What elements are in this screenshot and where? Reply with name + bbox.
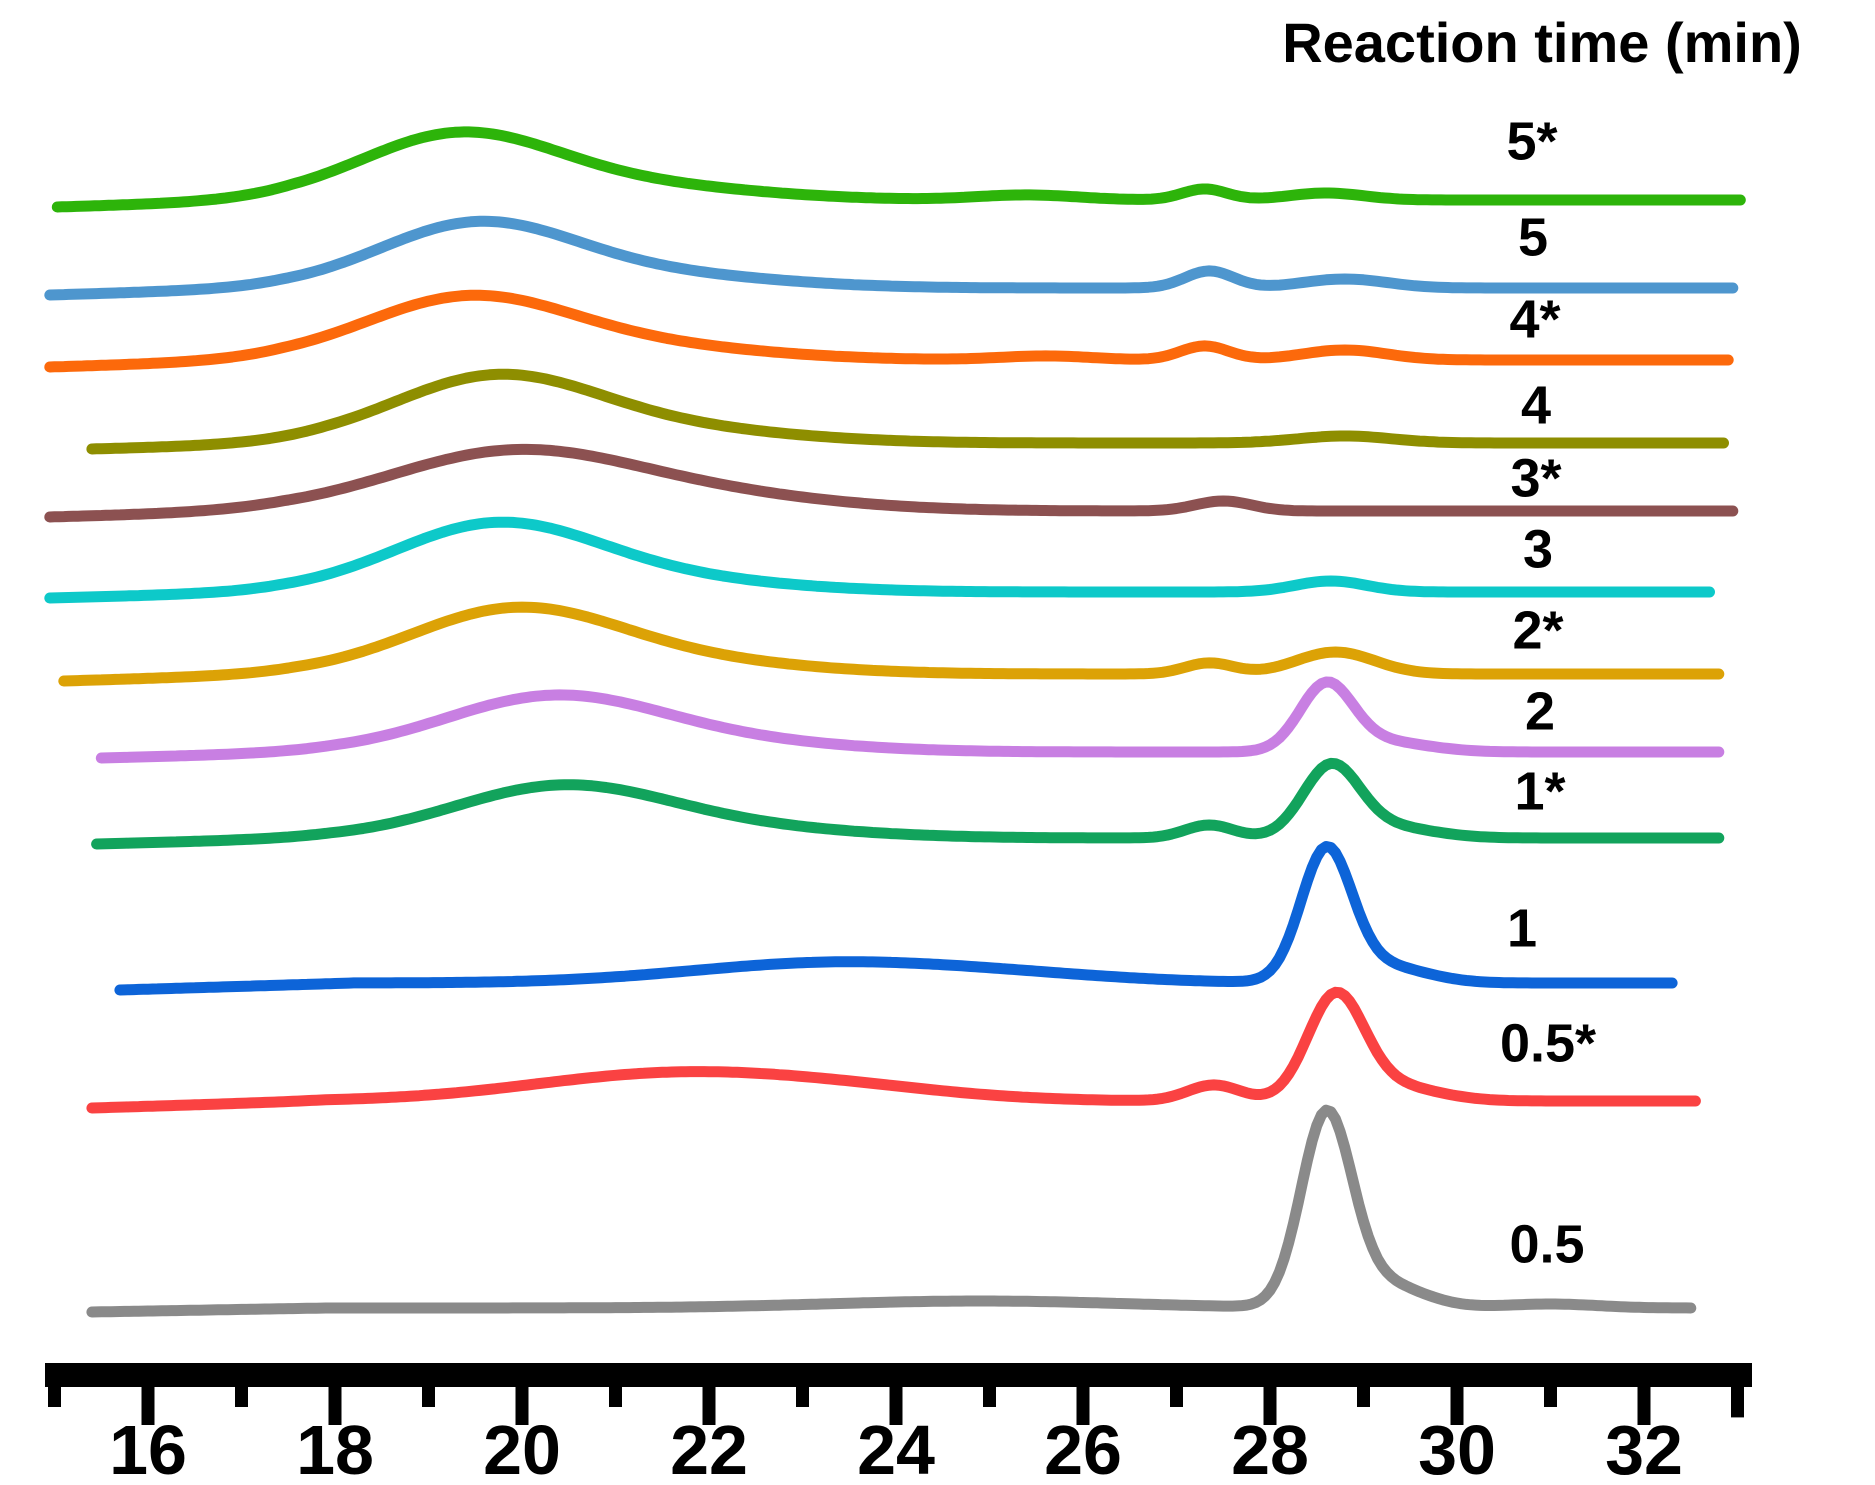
x-minor-tick-25 [983, 1385, 996, 1407]
x-major-tick-16 [141, 1385, 155, 1425]
trace-2 [95, 676, 1725, 764]
x-tick-label-20: 20 [483, 1411, 561, 1485]
trace-3* [44, 443, 1739, 523]
trace-0.5* [86, 986, 1701, 1114]
x-axis-line [45, 1363, 1752, 1387]
trace-0.5 [86, 1104, 1697, 1318]
series-label-4: 4 [1521, 375, 1551, 435]
series-label-3: 3 [1523, 519, 1553, 579]
series-label-5*: 5* [1506, 111, 1557, 171]
trace-1 [114, 841, 1678, 996]
x-tick-label-28: 28 [1231, 1411, 1309, 1485]
x-tick-label-16: 16 [109, 1411, 187, 1485]
x-minor-tick-29 [1357, 1385, 1370, 1407]
series-label-3*: 3* [1510, 448, 1561, 508]
x-minor-tick-31 [1544, 1385, 1557, 1407]
x-minor-tick-27 [1170, 1385, 1183, 1407]
series-label-0.5*: 0.5* [1500, 1013, 1596, 1073]
x-major-tick-20 [515, 1385, 529, 1425]
series-label-2*: 2* [1512, 600, 1563, 660]
x-minor-tick-23 [796, 1385, 809, 1407]
trace-2* [58, 601, 1725, 687]
series-label-4*: 4* [1509, 289, 1560, 349]
series-label-1: 1 [1507, 898, 1537, 958]
x-major-tick-18 [328, 1385, 342, 1425]
x-minor-tick-19 [422, 1385, 435, 1407]
x-minor-tick-21 [609, 1385, 622, 1407]
x-major-tick-28 [1263, 1385, 1277, 1425]
x-minor-tick-33 [1731, 1385, 1744, 1418]
x-tick-label-22: 22 [670, 1411, 748, 1485]
x-minor-tick-17 [235, 1385, 248, 1407]
trace-5* [51, 126, 1746, 213]
x-tick-label-32: 32 [1605, 1411, 1683, 1485]
x-major-tick-24 [889, 1385, 903, 1425]
x-major-tick-30 [1450, 1385, 1464, 1425]
x-tick-label-18: 18 [296, 1411, 374, 1485]
x-major-tick-26 [1076, 1385, 1090, 1425]
trace-5 [44, 215, 1739, 301]
trace-4 [86, 368, 1729, 455]
series-label-2: 2 [1525, 681, 1555, 741]
chart-title: Reaction time (min) [1282, 11, 1802, 74]
series-label-1*: 1* [1514, 761, 1565, 821]
series-label-5: 5 [1518, 207, 1548, 267]
x-tick-label-24: 24 [857, 1411, 935, 1485]
x-major-tick-32 [1637, 1385, 1651, 1425]
x-tick-label-30: 30 [1418, 1411, 1496, 1485]
series-label-0.5: 0.5 [1509, 1214, 1584, 1274]
trace-3 [44, 516, 1715, 604]
x-major-tick-22 [702, 1385, 716, 1425]
trace-4* [44, 289, 1734, 373]
x-tick-label-26: 26 [1044, 1411, 1122, 1485]
trace-1* [91, 757, 1725, 850]
x-minor-tick-15 [48, 1385, 61, 1407]
